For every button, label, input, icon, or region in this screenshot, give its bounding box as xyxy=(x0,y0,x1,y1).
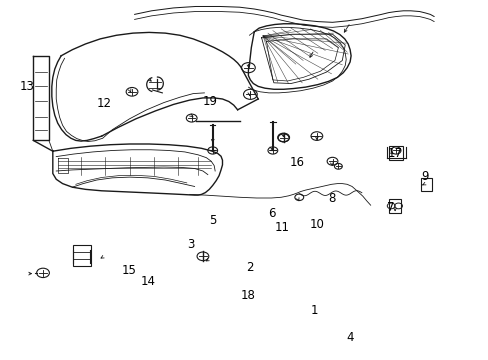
Bar xyxy=(73,245,91,266)
Text: 10: 10 xyxy=(309,219,324,231)
Text: 13: 13 xyxy=(20,80,34,93)
Text: 7: 7 xyxy=(386,201,394,214)
Text: 1: 1 xyxy=(310,304,318,317)
Text: 17: 17 xyxy=(387,147,402,159)
Text: 18: 18 xyxy=(241,289,255,302)
Text: 11: 11 xyxy=(275,221,289,234)
Text: 14: 14 xyxy=(141,275,155,288)
Text: 2: 2 xyxy=(245,261,253,274)
Bar xyxy=(420,178,431,191)
Text: 15: 15 xyxy=(122,264,137,277)
Text: 5: 5 xyxy=(208,214,216,227)
Text: 8: 8 xyxy=(327,192,335,205)
Text: 16: 16 xyxy=(289,156,304,169)
Text: 3: 3 xyxy=(186,238,194,251)
Text: 19: 19 xyxy=(203,95,217,108)
Bar xyxy=(388,146,402,160)
Text: 12: 12 xyxy=(97,97,111,110)
Text: 6: 6 xyxy=(267,207,275,220)
Bar xyxy=(388,199,401,213)
Text: 9: 9 xyxy=(421,170,428,183)
Text: 4: 4 xyxy=(346,331,354,344)
